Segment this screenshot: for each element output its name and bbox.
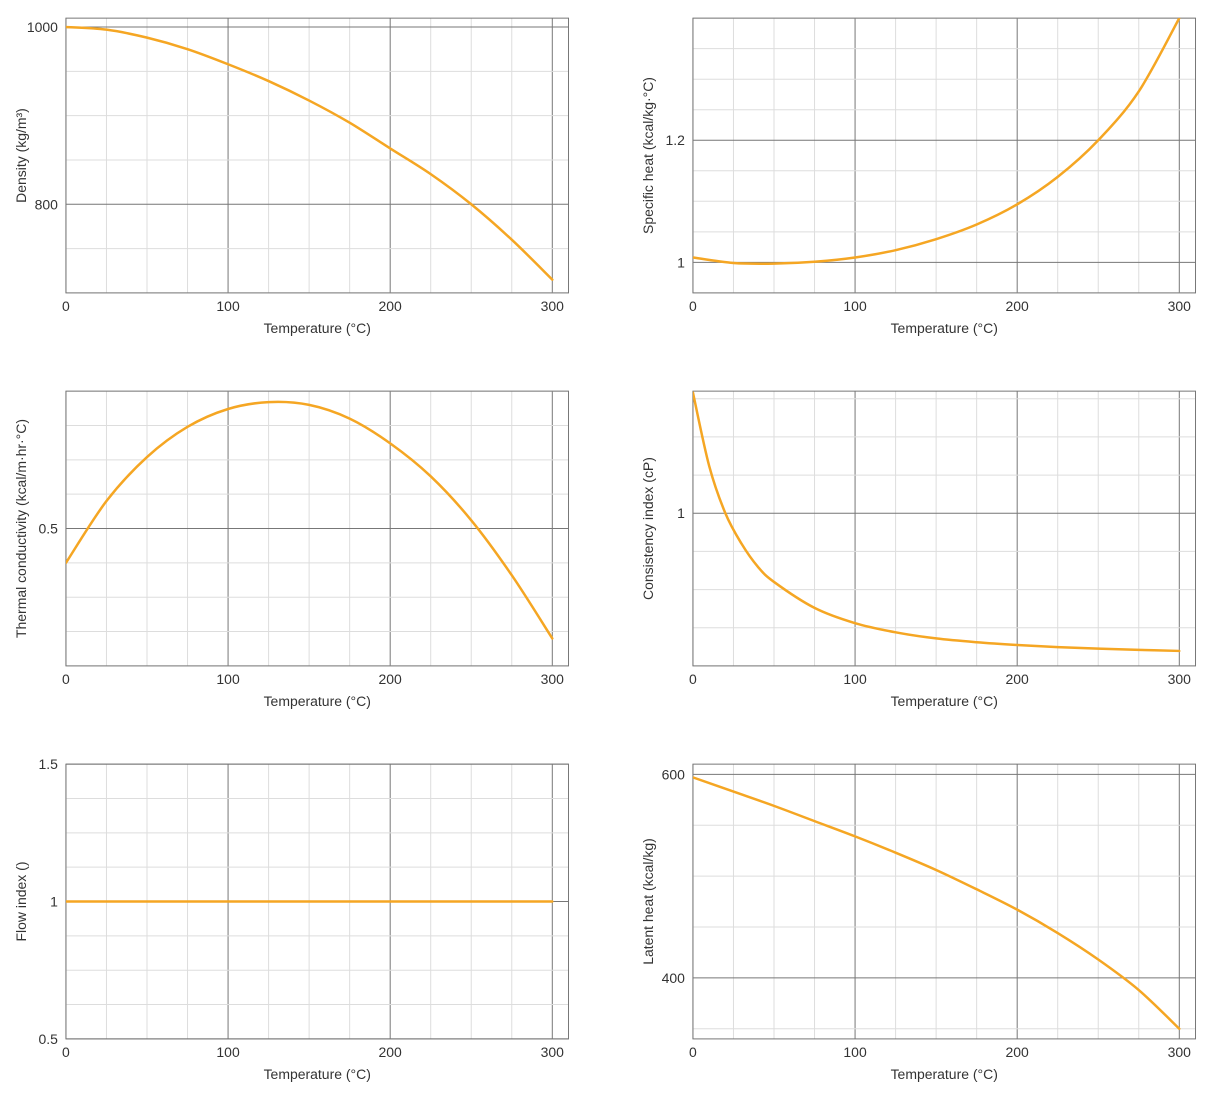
x-tick-label: 200 bbox=[1005, 671, 1029, 687]
x-tick-label: 300 bbox=[541, 671, 565, 687]
x-axis-label: Temperature (°C) bbox=[890, 320, 997, 336]
chart-svg: 0 100 200 300 0.5 Temperature (°C) Thermal con… bbox=[10, 383, 577, 716]
chart-consistency-index: 0 100 200 300 1 Temperature (°C) Consistency i… bbox=[637, 383, 1204, 716]
y-tick-label: 1 bbox=[677, 254, 685, 270]
chart-flow-index: 0 100 200 300 0.5 1 1.5 Temperature (°C) Flow in… bbox=[10, 756, 577, 1089]
y-axis-label: Flow index () bbox=[13, 862, 29, 942]
x-tick-label: 200 bbox=[379, 1044, 403, 1060]
y-tick-label: 600 bbox=[661, 766, 685, 782]
chart-svg: 0 100 200 300 400 600 Temperature (°C) Latent h… bbox=[637, 756, 1204, 1089]
y-axis-label: Thermal conductivity (kcal/m·hr·°C) bbox=[13, 419, 29, 638]
chart-svg: 0 100 200 300 1 1.2 Temperature (°C) Specific h… bbox=[637, 10, 1204, 343]
x-tick-label: 200 bbox=[1005, 298, 1029, 314]
y-tick-label: 1 bbox=[50, 894, 58, 910]
x-tick-label: 100 bbox=[216, 671, 240, 687]
chart-grid: 01002003008001000Temperature (°C)Density… bbox=[0, 0, 1223, 1109]
y-tick-label: 1000 bbox=[27, 19, 58, 35]
x-tick-label: 0 bbox=[689, 1044, 697, 1060]
x-axis-label: Temperature (°C) bbox=[264, 1066, 371, 1082]
chart-thermal-conductivity: 0 100 200 300 0.5 Temperature (°C) Thermal con… bbox=[10, 383, 577, 716]
y-axis-label: Specific heat (kcal/kg·°C) bbox=[639, 77, 655, 234]
y-axis-label: Density (kg/m³) bbox=[13, 108, 29, 203]
x-tick-label: 300 bbox=[541, 1044, 565, 1060]
x-tick-label: 0 bbox=[62, 1044, 70, 1060]
y-tick-label: 800 bbox=[35, 196, 59, 212]
chart-specific-heat: 0 100 200 300 1 1.2 Temperature (°C) Specific h… bbox=[637, 10, 1204, 343]
x-tick-label: 0 bbox=[689, 298, 697, 314]
y-tick-label: 400 bbox=[661, 970, 685, 986]
x-tick-label: 300 bbox=[1167, 1044, 1191, 1060]
x-tick-label: 300 bbox=[541, 298, 565, 314]
y-tick-label: 1 bbox=[677, 505, 685, 521]
y-tick-label: 1.5 bbox=[39, 756, 59, 772]
x-tick-label: 200 bbox=[379, 671, 403, 687]
x-axis-label: Temperature (°C) bbox=[890, 693, 997, 709]
chart-svg: 0 100 200 300 0.5 1 1.5 Temperature (°C) Flow in… bbox=[10, 756, 577, 1089]
x-tick-label: 300 bbox=[1167, 671, 1191, 687]
x-tick-label: 0 bbox=[689, 671, 697, 687]
y-tick-label: 0.5 bbox=[39, 521, 59, 537]
x-tick-label: 100 bbox=[843, 1044, 867, 1060]
x-tick-label: 200 bbox=[1005, 1044, 1029, 1060]
y-axis-label: Latent heat (kcal/kg) bbox=[639, 838, 655, 965]
chart-svg: 0 100 200 300 800 1000 Temperature (°C) Density… bbox=[10, 10, 577, 343]
x-tick-label: 100 bbox=[843, 671, 867, 687]
chart-svg: 0 100 200 300 1 Temperature (°C) Consistency i… bbox=[637, 383, 1204, 716]
x-axis-label: Temperature (°C) bbox=[890, 1066, 997, 1082]
x-tick-label: 0 bbox=[62, 298, 70, 314]
x-axis-label: Temperature (°C) bbox=[264, 320, 371, 336]
chart-latent-heat: 0 100 200 300 400 600 Temperature (°C) Latent h… bbox=[637, 756, 1204, 1089]
x-tick-label: 200 bbox=[379, 298, 403, 314]
y-tick-label: 0.5 bbox=[39, 1031, 59, 1047]
x-tick-label: 0 bbox=[62, 671, 70, 687]
chart-density: 0 100 200 300 800 1000 Temperature (°C) Density… bbox=[10, 10, 577, 343]
x-tick-label: 100 bbox=[216, 298, 240, 314]
x-axis-label: Temperature (°C) bbox=[264, 693, 371, 709]
y-axis-label: Consistency index (cP) bbox=[639, 457, 655, 600]
x-tick-label: 300 bbox=[1167, 298, 1191, 314]
x-tick-label: 100 bbox=[843, 298, 867, 314]
y-tick-label: 1.2 bbox=[665, 132, 685, 148]
x-tick-label: 100 bbox=[216, 1044, 240, 1060]
